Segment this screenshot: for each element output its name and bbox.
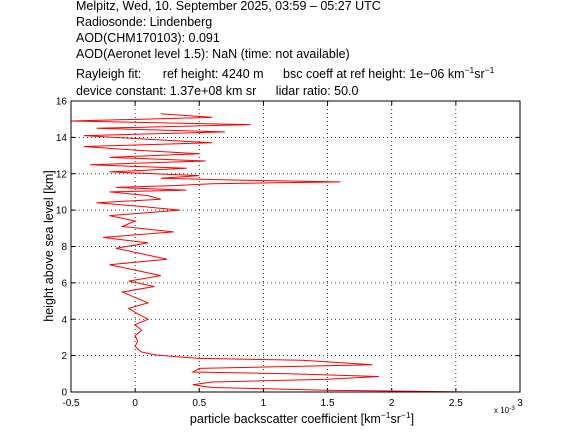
- rayleigh-fit-line: Rayleigh fit: ref height: 4240 m bsc coe…: [76, 64, 495, 82]
- x-tick-label: 2: [389, 398, 395, 409]
- x-tick-label: 3: [517, 398, 523, 409]
- y-tick-label: 8: [61, 242, 67, 253]
- y-tick-label: 10: [56, 206, 68, 217]
- rayleigh-label: Rayleigh fit:: [76, 67, 142, 81]
- title-line-4: AOD(Aeronet level 1.5): NaN (time: not a…: [76, 47, 350, 61]
- x-multiplier-label: x 10-3: [494, 405, 515, 415]
- x-axis-label: particle backscatter coefficient [km−1sr…: [190, 410, 414, 426]
- lidar-ratio: lidar ratio: 50.0: [275, 84, 359, 98]
- x-tick-label: -0.5: [62, 398, 80, 409]
- y-tick-label: 2: [61, 351, 67, 362]
- backscatter-profile-line: [70, 113, 472, 393]
- y-tick-label: 14: [56, 133, 68, 144]
- y-tick-label: 12: [56, 169, 68, 180]
- device-constant: device constant: 1.37e+08 km sr: [76, 84, 257, 98]
- y-tick-label: 16: [56, 97, 68, 108]
- title-line-3: AOD(CHM170103): 0.091: [76, 31, 220, 45]
- title-line-1: Melpitz, Wed, 10. September 2025, 03:59 …: [76, 0, 381, 13]
- device-constant-line: device constant: 1.37e+08 km sr lidar ra…: [76, 84, 358, 99]
- y-axis-label: height above sea level [km]: [42, 170, 56, 321]
- x-tick-label: 1: [261, 398, 267, 409]
- bsc-coeff: bsc coeff at ref height: 1e−06 km−1sr−1: [283, 64, 495, 81]
- plot-frame: [70, 100, 521, 393]
- ref-height: ref height: 4240 m: [162, 67, 264, 81]
- x-tick-label: 0.5: [192, 398, 206, 409]
- x-tick-label: 2.5: [449, 398, 463, 409]
- x-tick-label: 1.5: [321, 398, 335, 409]
- y-tick-label: 4: [61, 315, 67, 326]
- grid-lines: [71, 101, 520, 392]
- x-tick-label: 0: [132, 398, 138, 409]
- series-group: [70, 113, 472, 393]
- title-line-2: Radiosonde: Lindenberg: [76, 15, 213, 29]
- y-tick-label: 6: [61, 278, 67, 289]
- y-tick-label: 0: [61, 388, 67, 399]
